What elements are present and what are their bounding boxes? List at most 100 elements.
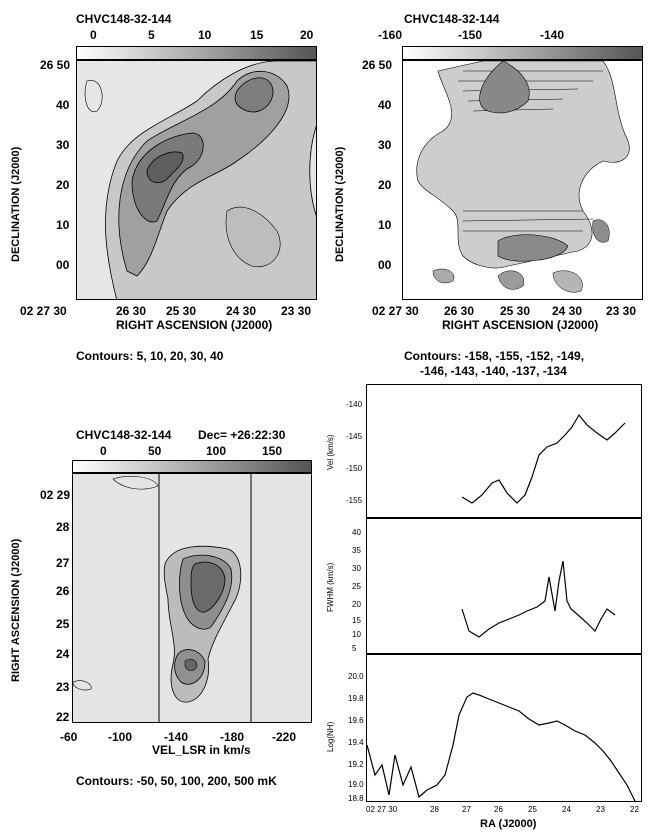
panel-c-ra-tick: 22 xyxy=(56,710,70,724)
panel-d-fwhm-tick: 15 xyxy=(352,616,361,625)
panel-d-vel-tick: -155 xyxy=(346,496,363,505)
panel-a-ra-tick: 23 30 xyxy=(281,304,312,318)
panel-a-contours: Contours: 5, 10, 20, 30, 40 xyxy=(76,349,224,363)
panel-d-fwhm-tick: 40 xyxy=(352,528,361,537)
panel-a-ra-tick: 25 30 xyxy=(166,304,197,318)
panel-b-xlabel: RIGHT ASCENSION (J2000) xyxy=(442,318,599,332)
panel-a-map xyxy=(76,60,317,300)
panel-c-ra-tick: 02 29 xyxy=(40,488,71,502)
panel-d-fwhm-ylabel: FWHM (km/s) xyxy=(326,562,335,612)
panel-d-nh-tick: 19.2 xyxy=(348,760,364,769)
panel-a-dec-tick: 00 xyxy=(56,258,70,272)
panel-d-fwhm-tick: 10 xyxy=(352,630,361,639)
panel-a-xlabel: RIGHT ASCENSION (J2000) xyxy=(116,318,273,332)
panel-d-vel-curve xyxy=(461,413,626,504)
panel-d-nh-tick: 20.0 xyxy=(348,672,364,681)
panel-d-nh-curve xyxy=(367,692,636,801)
panel-d-nh-plot xyxy=(366,654,642,802)
panel-c-colorbar-tick: 150 xyxy=(262,444,283,458)
panel-b-title: CHVC148-32-144 xyxy=(404,12,500,26)
panel-b-dec-tick: 26 50 xyxy=(362,58,393,72)
panel-a-dec-tick: 20 xyxy=(56,178,70,192)
panel-b-colorbar-tick: -140 xyxy=(540,28,565,42)
panel-b-dec-tick: 00 xyxy=(378,258,392,272)
panel-d-nh-tick: 19.4 xyxy=(348,738,364,747)
panel-a-ra-tick: 02 27 30 xyxy=(20,304,67,318)
panel-c-vel-tick: -60 xyxy=(60,730,78,744)
panel-d-fwhm-tick: 35 xyxy=(352,546,361,555)
panel-d-ra-tick: 02 27 30 xyxy=(366,805,398,814)
panel-d-nh-tick: 19.8 xyxy=(348,694,364,703)
panel-d-ra-tick: 23 xyxy=(596,805,605,814)
panel-a-colorbar-tick: 10 xyxy=(198,28,212,42)
panel-b-ra-tick: 26 30 xyxy=(444,304,475,318)
panel-a-ylabel: DECLINATION (J2000) xyxy=(10,146,22,262)
panel-a-dec-tick: 10 xyxy=(56,218,70,232)
panel-d-ra-tick: 25 xyxy=(528,805,537,814)
panel-b-colorbar xyxy=(402,46,643,60)
panel-c-colorbar-tick: 100 xyxy=(206,444,227,458)
panel-d-fwhm-tick: 25 xyxy=(352,582,361,591)
panel-c-colorbar-tick: 50 xyxy=(148,444,162,458)
panel-b-ra-tick: 25 30 xyxy=(500,304,531,318)
panel-b-map xyxy=(402,60,643,300)
panel-a-dec-tick: 40 xyxy=(56,98,70,112)
panel-d-vel-tick: -145 xyxy=(346,432,363,441)
panel-a-ra-tick: 24 30 xyxy=(226,304,257,318)
panel-b-ylabel: DECLINATION (J2000) xyxy=(334,146,346,262)
panel-c-map xyxy=(72,473,312,723)
panel-c-contours: Contours: -50, 50, 100, 200, 500 mK xyxy=(76,774,277,788)
panel-d-vel-tick: -150 xyxy=(346,464,363,473)
panel-c-ra-tick: 26 xyxy=(56,584,70,598)
panel-d-fwhm-tick: 30 xyxy=(352,564,361,573)
panel-c-dec-label: Dec= +26:22:30 xyxy=(198,428,286,442)
panel-a-dec-tick: 30 xyxy=(56,138,70,152)
panel-d-nh-tick: 19.6 xyxy=(348,716,364,725)
panel-a-dec-tick: 26 50 xyxy=(40,58,71,72)
panel-c-title: CHVC148-32-144 xyxy=(76,428,172,442)
panel-b-dec-tick: 30 xyxy=(378,138,392,152)
panel-a-colorbar-tick: 15 xyxy=(250,28,264,42)
panel-b-ra-tick: 24 30 xyxy=(552,304,583,318)
panel-a-title: CHVC148-32-144 xyxy=(76,12,172,26)
panel-d-ra-tick: 22 xyxy=(630,805,639,814)
panel-c-vel-tick: -220 xyxy=(272,730,297,744)
panel-b-contours-line1: Contours: -158, -155, -152, -149, xyxy=(404,349,585,363)
panel-d-nh-tick: 18.8 xyxy=(348,794,364,803)
panel-c-image xyxy=(73,474,311,722)
panel-c-vel-tick: -140 xyxy=(164,730,189,744)
panel-c-colorbar xyxy=(72,460,312,473)
panel-d-xlabel: RA (J2000) xyxy=(480,818,537,830)
panel-b-ra-tick: 23 30 xyxy=(606,304,637,318)
panel-a-colorbar xyxy=(76,46,317,60)
panel-c-xlabel: VEL_LSR in km/s xyxy=(152,743,251,757)
panel-b-dec-tick: 10 xyxy=(378,218,392,232)
panel-b-dec-tick: 20 xyxy=(378,178,392,192)
panel-d-fwhm-tick: 20 xyxy=(352,600,361,609)
panel-d-ra-tick: 26 xyxy=(494,805,503,814)
panel-b-dec-tick: 40 xyxy=(378,98,392,112)
panel-a-colorbar-tick: 5 xyxy=(148,28,155,42)
panel-c-ra-tick: 23 xyxy=(56,680,70,694)
panel-b-ra-tick: 02 27 30 xyxy=(372,304,419,318)
panel-a-image xyxy=(77,61,316,299)
panel-c-vel-tick: -100 xyxy=(108,730,133,744)
panel-a-colorbar-tick: 20 xyxy=(300,28,314,42)
panel-d-fwhm-curve xyxy=(461,560,616,638)
panel-d-nh-tick: 19.0 xyxy=(348,780,364,789)
panel-b-image xyxy=(416,61,630,293)
panel-c-ra-tick: 28 xyxy=(56,520,70,534)
panel-a-colorbar-tick: 0 xyxy=(90,28,97,42)
panel-b-colorbar-tick: -150 xyxy=(458,28,483,42)
panel-d-fwhm-tick: 5 xyxy=(352,644,357,653)
panel-a-ra-tick: 26 30 xyxy=(116,304,147,318)
panel-b-contours-line2: -146, -143, -140, -137, -134 xyxy=(420,364,567,378)
panel-c-ylabel: RIGHT ASCENSION (J2000) xyxy=(10,538,22,682)
panel-c-ra-tick: 27 xyxy=(56,556,70,570)
panel-d-ra-tick: 24 xyxy=(562,805,571,814)
panel-d-vel-ylabel: Vel (km/s) xyxy=(326,434,335,470)
panel-d-ra-tick: 28 xyxy=(430,805,439,814)
panel-d-fwhm-plot xyxy=(366,518,642,654)
panel-c-ra-tick: 25 xyxy=(56,617,70,631)
panel-d-vel-tick: -140 xyxy=(346,400,363,409)
